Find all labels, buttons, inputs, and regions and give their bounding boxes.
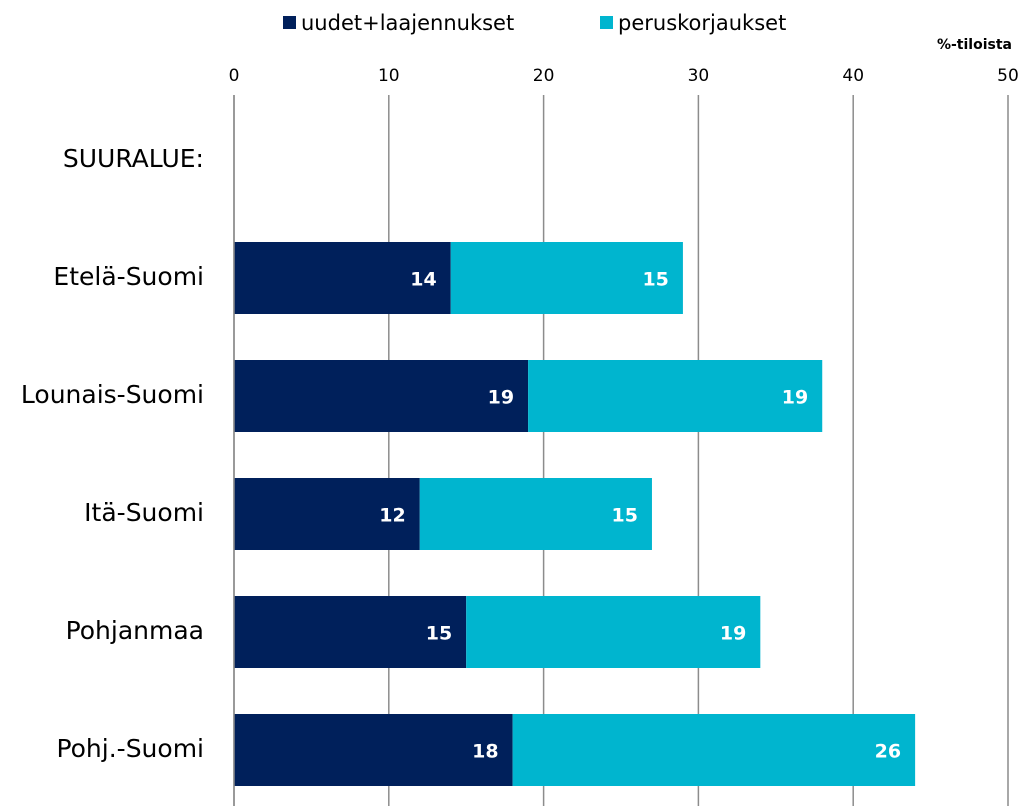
bar [234, 360, 529, 432]
y-tick-label: Itä-Suomi [84, 498, 204, 527]
bar [512, 714, 916, 786]
y-tick-label: Pohjanmaa [66, 616, 204, 645]
y-tick-label: Pohj.-Suomi [56, 734, 204, 763]
x-tick-label: 30 [688, 66, 710, 86]
data-label: 18 [472, 741, 498, 763]
x-tick-label: 0 [229, 66, 240, 86]
legend-label: peruskorjaukset [618, 11, 786, 35]
data-label: 19 [488, 387, 514, 409]
x-tick-label: 20 [533, 66, 555, 86]
y-tick-label: Lounais-Suomi [21, 380, 204, 409]
bar [234, 596, 467, 668]
data-label: 19 [782, 387, 808, 409]
x-axis-label: %-tiloista [937, 37, 1012, 53]
legend-swatch [600, 16, 613, 29]
y-tick-label: Etelä-Suomi [53, 262, 204, 291]
legend-label: uudet+laajennukset [301, 11, 514, 35]
bar [419, 478, 652, 550]
y-tick-label: SUURALUE: [63, 144, 204, 173]
data-label: 19 [720, 623, 746, 645]
bar [450, 242, 683, 314]
data-label: 15 [642, 269, 668, 291]
legend-swatch [283, 16, 296, 29]
bar [528, 360, 823, 432]
data-label: 14 [410, 269, 436, 291]
x-tick-label: 10 [378, 66, 400, 86]
x-tick-label: 50 [997, 66, 1019, 86]
bar [466, 596, 761, 668]
bar [234, 242, 451, 314]
data-label: 12 [379, 505, 405, 527]
data-label: 15 [612, 505, 638, 527]
data-label: 15 [426, 623, 452, 645]
bar [234, 714, 513, 786]
data-label: 26 [875, 741, 901, 763]
bar [234, 478, 420, 550]
x-tick-label: 40 [842, 66, 864, 86]
